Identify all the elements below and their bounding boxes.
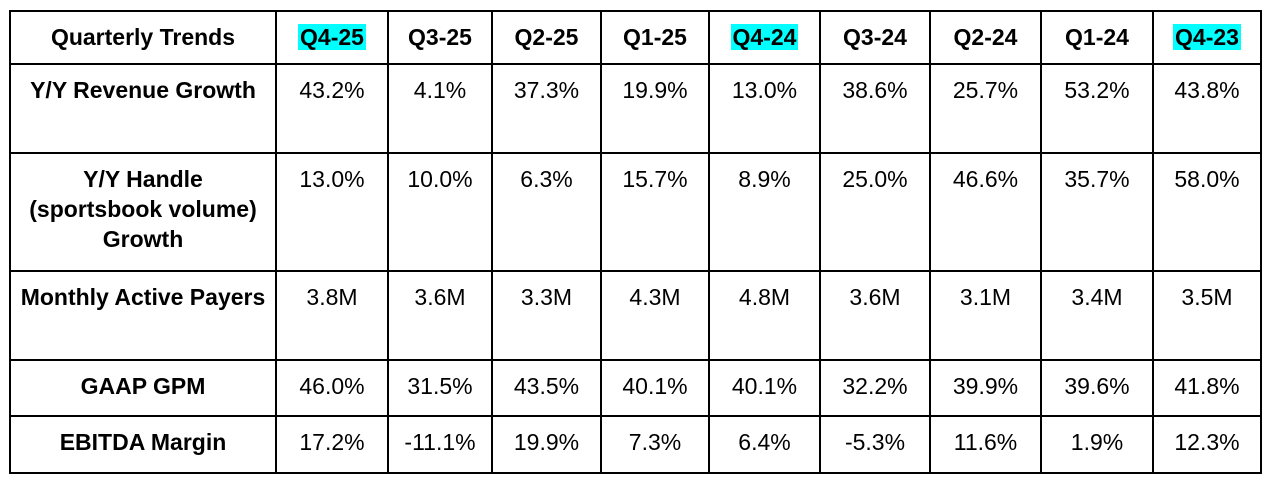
column-header-q1-24: Q1-24 xyxy=(1040,10,1154,65)
table-cell: 3.1M xyxy=(929,270,1042,361)
table-cell: 58.0% xyxy=(1152,152,1262,272)
column-header-q4-25: Q4-25 xyxy=(275,10,389,65)
header-row: Quarterly Trends Q4-25 Q3-25 Q2-25 Q1-25… xyxy=(9,10,1262,65)
table-cell: -11.1% xyxy=(387,415,493,474)
column-header-q3-25: Q3-25 xyxy=(387,10,493,65)
quarterly-trends-table: Quarterly Trends Q4-25 Q3-25 Q2-25 Q1-25… xyxy=(9,10,1262,474)
table-cell: 3.5M xyxy=(1152,270,1262,361)
table-cell: 19.9% xyxy=(491,415,602,474)
table-cell: 4.1% xyxy=(387,63,493,154)
table-cell: 17.2% xyxy=(275,415,389,474)
table-cell: 31.5% xyxy=(387,359,493,417)
table-cell: 8.9% xyxy=(708,152,821,272)
column-header-label: Q2-24 xyxy=(953,24,1018,50)
row-label: Monthly Active Payers xyxy=(9,270,277,361)
column-header-q4-24: Q4-24 xyxy=(708,10,821,65)
table-cell: 1.9% xyxy=(1040,415,1154,474)
table-cell: 43.5% xyxy=(491,359,602,417)
column-header-q2-24: Q2-24 xyxy=(929,10,1042,65)
table-cell: 19.9% xyxy=(600,63,710,154)
table-cell: 3.3M xyxy=(491,270,602,361)
column-header-label: Q2-25 xyxy=(514,24,579,50)
table-cell: 43.8% xyxy=(1152,63,1262,154)
table-cell: 3.8M xyxy=(275,270,389,361)
table-cell: 35.7% xyxy=(1040,152,1154,272)
column-header-label: Q1-24 xyxy=(1065,24,1129,50)
table-cell: 11.6% xyxy=(929,415,1042,474)
table-cell: 32.2% xyxy=(819,359,931,417)
table-row-ebitda-margin: EBITDA Margin 17.2% -11.1% 19.9% 7.3% 6.… xyxy=(9,415,1262,474)
table-cell: 10.0% xyxy=(387,152,493,272)
table-cell: 40.1% xyxy=(708,359,821,417)
table-row-gaap-gpm: GAAP GPM 46.0% 31.5% 43.5% 40.1% 40.1% 3… xyxy=(9,359,1262,417)
table-cell: 13.0% xyxy=(708,63,821,154)
table-cell: 25.0% xyxy=(819,152,931,272)
table-cell: 39.6% xyxy=(1040,359,1154,417)
column-header-label: Q3-24 xyxy=(843,24,907,50)
table-cell: 6.4% xyxy=(708,415,821,474)
table-cell: 25.7% xyxy=(929,63,1042,154)
table-cell: 43.2% xyxy=(275,63,389,154)
column-header-q2-25: Q2-25 xyxy=(491,10,602,65)
table-cell: 46.0% xyxy=(275,359,389,417)
table-cell: 40.1% xyxy=(600,359,710,417)
row-label: Y/Y Revenue Growth xyxy=(9,63,277,154)
corner-header: Quarterly Trends xyxy=(9,10,277,65)
table-cell: 37.3% xyxy=(491,63,602,154)
column-header-label: Q3-25 xyxy=(408,24,472,50)
column-header-q4-23: Q4-23 xyxy=(1152,10,1262,65)
table-row-revenue-growth: Y/Y Revenue Growth 43.2% 4.1% 37.3% 19.9… xyxy=(9,63,1262,154)
table-cell: 3.6M xyxy=(819,270,931,361)
row-label: GAAP GPM xyxy=(9,359,277,417)
table-row-handle-growth: Y/Y Handle (sportsbook volume) Growth 13… xyxy=(9,152,1262,272)
column-header-q1-25: Q1-25 xyxy=(600,10,710,65)
table-cell: 13.0% xyxy=(275,152,389,272)
table-cell: 3.6M xyxy=(387,270,493,361)
table-cell: 4.3M xyxy=(600,270,710,361)
column-header-q3-24: Q3-24 xyxy=(819,10,931,65)
quarterly-trends-table-wrapper: Quarterly Trends Q4-25 Q3-25 Q2-25 Q1-25… xyxy=(9,10,1262,474)
table-row-monthly-active-payers: Monthly Active Payers 3.8M 3.6M 3.3M 4.3… xyxy=(9,270,1262,361)
table-cell: 6.3% xyxy=(491,152,602,272)
table-cell: 39.9% xyxy=(929,359,1042,417)
table-cell: 38.6% xyxy=(819,63,931,154)
table-cell: -5.3% xyxy=(819,415,931,474)
column-header-label: Q4-24 xyxy=(730,24,799,50)
column-header-label: Q4-25 xyxy=(298,24,366,50)
column-header-label: Q1-25 xyxy=(623,24,687,50)
row-label: Y/Y Handle (sportsbook volume) Growth xyxy=(9,152,277,272)
table-cell: 41.8% xyxy=(1152,359,1262,417)
table-cell: 46.6% xyxy=(929,152,1042,272)
column-header-label: Q4-23 xyxy=(1173,24,1241,50)
table-cell: 4.8M xyxy=(708,270,821,361)
table-cell: 15.7% xyxy=(600,152,710,272)
table-cell: 12.3% xyxy=(1152,415,1262,474)
table-cell: 3.4M xyxy=(1040,270,1154,361)
table-cell: 53.2% xyxy=(1040,63,1154,154)
table-cell: 7.3% xyxy=(600,415,710,474)
row-label: EBITDA Margin xyxy=(9,415,277,474)
